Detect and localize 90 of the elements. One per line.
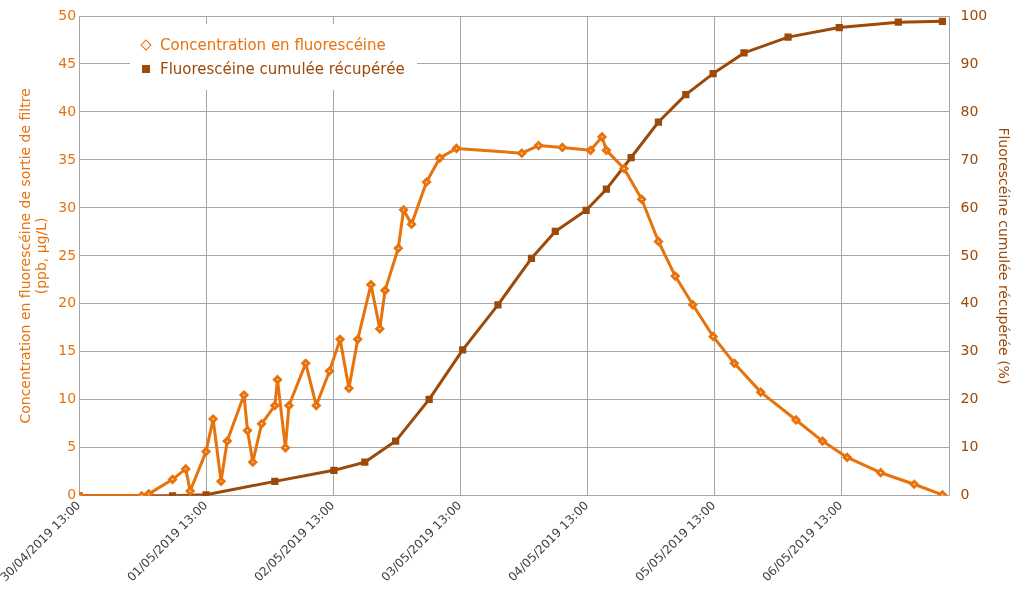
- point: [459, 346, 467, 354]
- point: [756, 387, 766, 397]
- point: [619, 164, 629, 174]
- point: [527, 254, 536, 262]
- point: [582, 206, 590, 214]
- point: [894, 18, 902, 26]
- y-axis-title: Concentration en fluorescéine de sortie de filtre (ppb, µg/L): [16, 88, 50, 424]
- y2-tick-label: 10: [960, 438, 979, 455]
- point: [637, 194, 647, 204]
- point: [708, 331, 718, 341]
- point: [399, 205, 409, 215]
- point: [494, 301, 502, 309]
- point: [270, 401, 280, 411]
- y-tick-label: 0: [67, 486, 77, 503]
- y-tick-label: 5: [67, 438, 77, 455]
- y-tick-label: 25: [58, 246, 77, 263]
- y-tick-label: 45: [58, 54, 77, 71]
- point: [534, 141, 544, 151]
- point: [784, 33, 792, 41]
- y-tick-label: 20: [58, 294, 77, 311]
- point: [301, 358, 311, 368]
- point: [222, 436, 232, 446]
- point: [272, 375, 282, 385]
- point: [688, 300, 698, 310]
- y-tick-label: 35: [58, 150, 77, 167]
- point: [425, 395, 433, 403]
- point: [239, 390, 249, 400]
- y2-tick-label: 90: [960, 54, 979, 71]
- point: [181, 464, 191, 474]
- point: [842, 452, 852, 462]
- point: [144, 489, 154, 496]
- point: [817, 436, 827, 446]
- point: [740, 49, 748, 57]
- y-tick-label: 30: [58, 198, 77, 215]
- y2-tick-label: 60: [960, 198, 979, 215]
- point: [257, 419, 267, 429]
- point: [375, 324, 385, 334]
- point: [271, 477, 279, 485]
- y-tick-label: 50: [58, 6, 77, 23]
- legend-label: Fluorescéine cumulée récupérée: [160, 60, 405, 78]
- point: [330, 466, 338, 474]
- point: [835, 23, 843, 32]
- point: [653, 236, 663, 246]
- point: [586, 145, 596, 155]
- point: [909, 479, 919, 489]
- point: [168, 474, 178, 484]
- y2-tick-label: 80: [960, 102, 979, 119]
- y2-tick-label: 70: [960, 150, 979, 167]
- point: [380, 285, 390, 295]
- point: [311, 401, 321, 411]
- y-tick-label: 40: [58, 102, 77, 119]
- legend-label: Concentration en fluorescéine: [160, 36, 386, 54]
- point: [557, 142, 567, 152]
- point: [551, 227, 559, 236]
- point: [654, 118, 663, 126]
- point: [682, 91, 690, 99]
- point: [452, 143, 461, 153]
- point: [938, 17, 947, 25]
- point: [353, 334, 363, 344]
- point: [284, 401, 294, 411]
- point: [517, 148, 527, 158]
- y2-tick-label: 0: [960, 486, 970, 503]
- y-tick-label: 10: [58, 390, 77, 407]
- point: [729, 358, 739, 368]
- y2-axis-title: Fluorescéine cumulée récupérée (%): [995, 127, 1012, 385]
- y2-tick-label: 40: [960, 294, 979, 311]
- y2-tick-label: 100: [960, 6, 988, 23]
- point: [670, 271, 680, 281]
- point: [435, 153, 445, 163]
- point: [280, 443, 290, 453]
- point: [422, 177, 432, 187]
- point: [876, 468, 886, 478]
- point: [602, 185, 611, 193]
- y-tick-label: 15: [58, 342, 77, 359]
- y2-tick-label: 30: [960, 342, 979, 359]
- y2-tick-label: 50: [960, 246, 979, 263]
- point: [601, 145, 611, 155]
- point: [627, 153, 635, 162]
- point: [325, 366, 335, 376]
- point: [335, 334, 345, 344]
- point: [407, 219, 417, 229]
- point: [709, 69, 717, 78]
- point: [791, 415, 801, 425]
- point: [243, 426, 252, 436]
- point: [361, 458, 369, 466]
- point: [393, 243, 403, 253]
- point: [201, 447, 211, 457]
- point: [392, 437, 400, 445]
- y2-tick-label: 20: [960, 390, 979, 407]
- point: [597, 132, 607, 142]
